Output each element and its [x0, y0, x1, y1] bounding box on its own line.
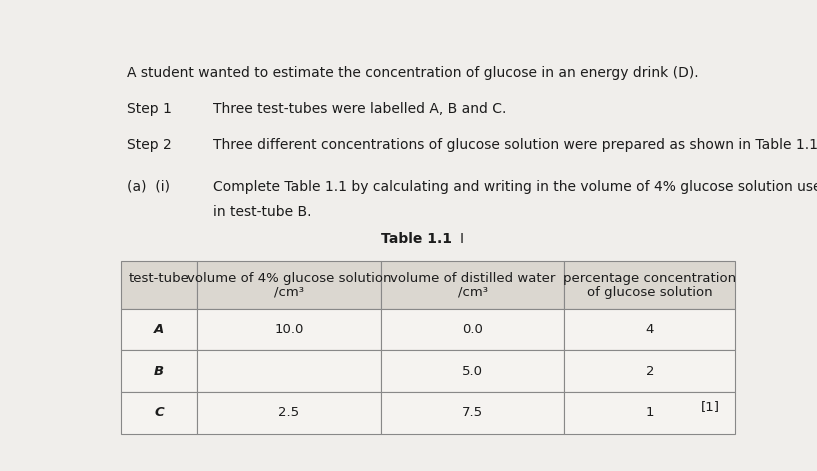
- Bar: [381, 309, 565, 350]
- Text: 10.0: 10.0: [275, 323, 304, 336]
- Bar: [197, 309, 381, 350]
- Text: volume of distilled water: volume of distilled water: [390, 272, 556, 285]
- Bar: [565, 392, 735, 434]
- Text: A: A: [154, 323, 164, 336]
- Text: 0.0: 0.0: [462, 323, 483, 336]
- Text: of glucose solution: of glucose solution: [587, 286, 712, 299]
- Text: Three different concentrations of glucose solution were prepared as shown in Tab: Three different concentrations of glucos…: [213, 138, 817, 152]
- Text: 2.5: 2.5: [279, 406, 300, 419]
- Text: C: C: [154, 406, 164, 419]
- Bar: [565, 309, 735, 350]
- Bar: [197, 261, 381, 309]
- Bar: [121, 392, 197, 434]
- Text: in test-tube B.: in test-tube B.: [213, 205, 311, 219]
- Bar: [121, 309, 197, 350]
- Text: [1]: [1]: [700, 400, 720, 413]
- Text: volume of 4% glucose solution: volume of 4% glucose solution: [186, 272, 391, 285]
- Bar: [381, 392, 565, 434]
- Text: /cm³: /cm³: [458, 286, 488, 299]
- Text: percentage concentration: percentage concentration: [563, 272, 736, 285]
- Bar: [197, 350, 381, 392]
- Text: 7.5: 7.5: [462, 406, 483, 419]
- Bar: [381, 261, 565, 309]
- Text: Three test-tubes were labelled A, B and C.: Three test-tubes were labelled A, B and …: [213, 102, 507, 116]
- Text: Step 1: Step 1: [127, 102, 172, 116]
- Bar: [121, 261, 197, 309]
- Text: /cm³: /cm³: [274, 286, 304, 299]
- Text: Table 1.1: Table 1.1: [381, 232, 452, 246]
- Text: 2: 2: [645, 365, 654, 378]
- Bar: [381, 350, 565, 392]
- Bar: [121, 350, 197, 392]
- Text: test-tube: test-tube: [128, 272, 190, 285]
- Text: 5.0: 5.0: [462, 365, 483, 378]
- Bar: [565, 350, 735, 392]
- Text: 1: 1: [645, 406, 654, 419]
- Bar: [565, 261, 735, 309]
- Text: B: B: [154, 365, 164, 378]
- Text: Step 2: Step 2: [127, 138, 172, 152]
- Text: (a)  (i): (a) (i): [127, 180, 171, 194]
- Text: Complete Table 1.1 by calculating and writing in the volume of 4% glucose soluti: Complete Table 1.1 by calculating and wr…: [213, 180, 817, 194]
- Text: A student wanted to estimate the concentration of glucose in an energy drink (D): A student wanted to estimate the concent…: [127, 65, 699, 80]
- Bar: [197, 392, 381, 434]
- Text: I: I: [460, 232, 464, 246]
- Text: 4: 4: [645, 323, 654, 336]
